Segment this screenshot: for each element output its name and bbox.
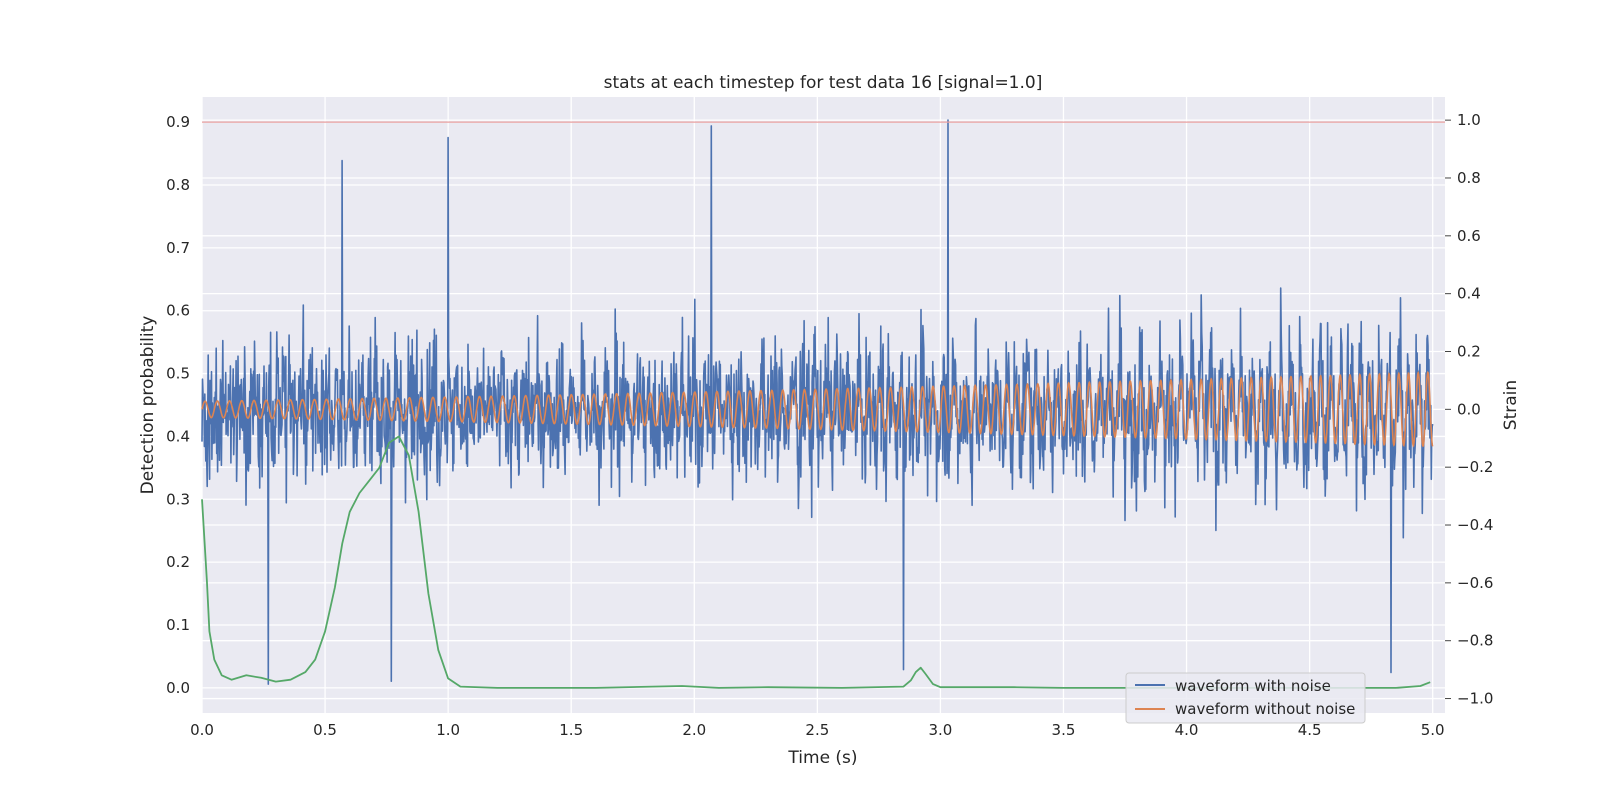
x-tick-label: 4.5 [1298, 721, 1322, 739]
y-left-tick-label: 0.4 [166, 427, 190, 445]
legend-label-clean: waveform without noise [1175, 700, 1355, 718]
y-axis-label-left: Detection probability [138, 316, 158, 495]
x-tick-label: 4.0 [1175, 721, 1199, 739]
tick-labels: 0.0 0.5 1.0 1.5 2.0 2.5 3.0 3.5 4.0 4.5 5.0 0.0 0.1 0… [166, 111, 1493, 739]
x-axis-label: Time (s) [787, 748, 857, 768]
y-left-tick-label: 0.3 [166, 490, 190, 508]
y-right-tick-label: −0.4 [1457, 516, 1493, 534]
y-left-tick-label: 0.2 [166, 553, 190, 571]
series-waveform-without-noise [201, 370, 1434, 448]
x-tick-label: 5.0 [1421, 721, 1445, 739]
legend-box [1125, 672, 1366, 724]
y-right-tick-label: −1.0 [1457, 690, 1493, 708]
y-left-tick-label: 0.9 [166, 113, 190, 131]
x-tick-label: 2.5 [805, 721, 829, 739]
y-left-tick-label: 0.5 [166, 365, 190, 383]
legend: waveform with noise waveform without noi… [1125, 672, 1366, 724]
y-right-tick-label: 1.0 [1457, 111, 1481, 129]
series-layer [201, 119, 1445, 689]
x-tick-label: 2.0 [682, 721, 706, 739]
y-right-tick-label: −0.8 [1457, 632, 1493, 650]
series-waveform-with-noise [201, 119, 1434, 685]
y-left-tick-label: 0.8 [166, 176, 190, 194]
x-tick-label: 1.5 [559, 721, 583, 739]
y-left-tick-label: 0.7 [166, 239, 190, 257]
x-tick-label: 0.0 [190, 721, 214, 739]
y-left-tick-label: 0.6 [166, 302, 190, 320]
x-tick-label: 3.5 [1052, 721, 1076, 739]
y-left-tick-label: 0.1 [166, 616, 190, 634]
y-axis-label-right: Strain [1501, 380, 1521, 430]
y-right-tick-label: 0.6 [1457, 227, 1481, 245]
y-right-tick-label: −0.2 [1457, 458, 1493, 476]
y-right-tick-label: 0.8 [1457, 169, 1481, 187]
y-right-tick-label: 0.4 [1457, 285, 1481, 303]
y-right-tick-label: 0.0 [1457, 400, 1481, 418]
chart-title: stats at each timestep for test data 16 … [604, 73, 1043, 93]
x-tick-label: 1.0 [436, 721, 460, 739]
x-tick-label: 0.5 [313, 721, 337, 739]
y-right-tick-label: −0.6 [1457, 574, 1493, 592]
series-detection-probability [201, 435, 1431, 689]
legend-label-noise: waveform with noise [1175, 677, 1331, 695]
y-right-tick-label: 0.2 [1457, 342, 1481, 360]
x-tick-label: 3.0 [928, 721, 952, 739]
y-left-tick-label: 0.0 [166, 679, 190, 697]
